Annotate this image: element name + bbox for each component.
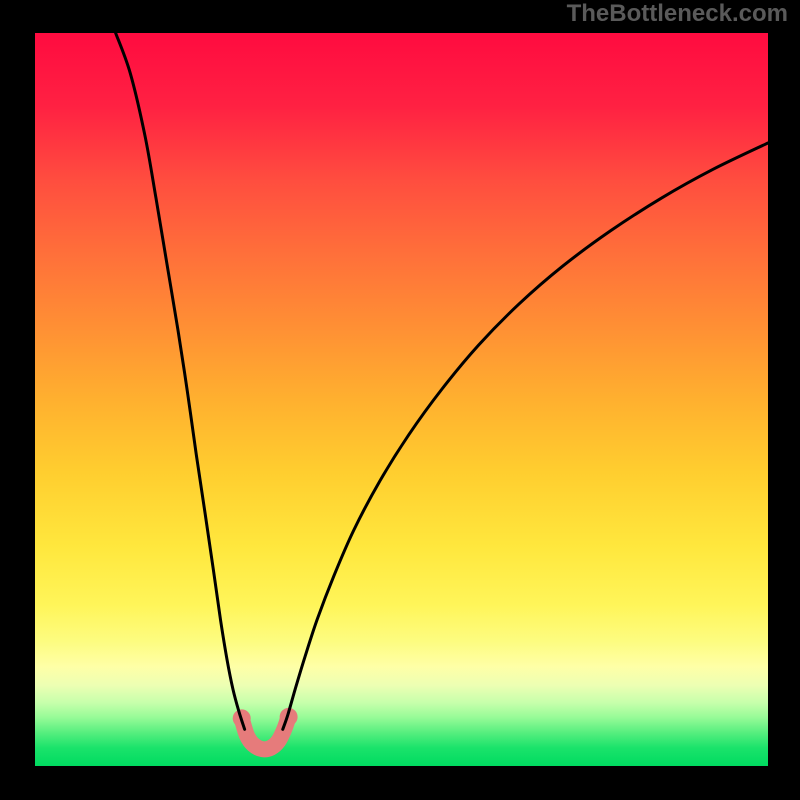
plot-svg xyxy=(35,33,768,766)
plot-area xyxy=(35,33,768,766)
chart-frame: TheBottleneck.com xyxy=(0,0,800,800)
watermark-text: TheBottleneck.com xyxy=(567,0,788,28)
